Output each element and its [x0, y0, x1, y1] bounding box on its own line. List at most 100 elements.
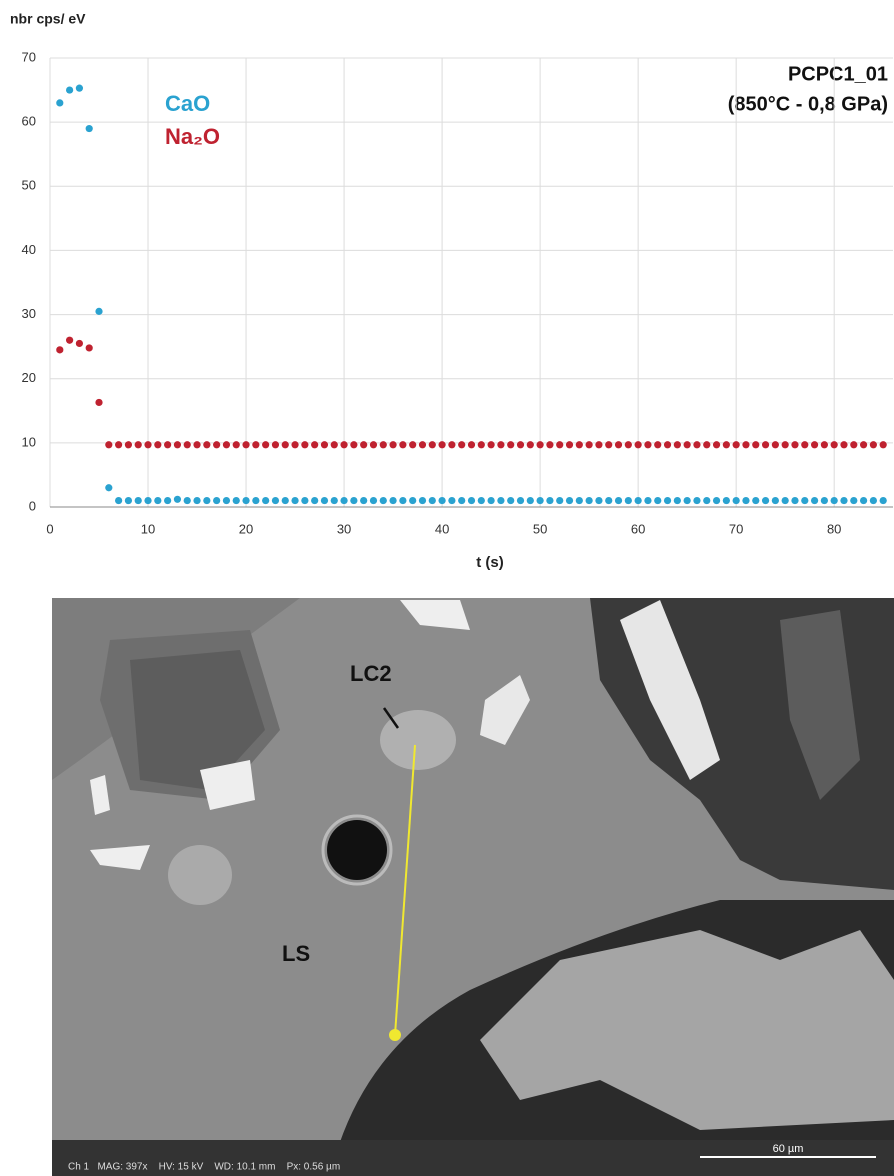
data-point	[477, 496, 485, 505]
data-point	[124, 496, 133, 505]
data-point	[761, 441, 770, 449]
data-point	[830, 441, 838, 449]
data-point	[458, 441, 466, 449]
data-point	[193, 496, 201, 505]
data-point	[311, 441, 319, 449]
data-point	[840, 496, 848, 505]
data-point	[66, 86, 74, 94]
status-text: Ch 1 MAG: 397x HV: 15 kV WD: 10.1 mm Px:…	[68, 1162, 340, 1173]
data-point	[634, 441, 642, 449]
data-point	[428, 441, 436, 449]
data-point	[281, 496, 289, 505]
x-tick-label: 40	[435, 521, 449, 536]
data-point	[115, 441, 123, 449]
data-point	[614, 496, 623, 505]
data-point	[222, 496, 231, 505]
crystal	[90, 775, 110, 815]
scale-label: 60 µm	[773, 1143, 804, 1155]
data-point	[850, 496, 858, 505]
data-point	[252, 496, 260, 505]
data-point	[536, 441, 544, 449]
data-point	[761, 496, 770, 505]
data-point	[467, 496, 476, 505]
data-point	[173, 495, 182, 503]
data-point	[879, 441, 887, 449]
data-point	[340, 441, 348, 449]
data-point	[448, 441, 456, 449]
y-tick-label: 30	[22, 306, 36, 321]
x-tick-label: 30	[337, 521, 351, 536]
data-point	[526, 441, 534, 449]
data-point	[820, 496, 828, 505]
data-point	[565, 496, 574, 505]
data-point	[75, 339, 84, 348]
x-tick-label: 0	[46, 521, 53, 536]
y-tick-label: 70	[22, 49, 36, 64]
data-point	[507, 496, 515, 505]
data-point	[154, 441, 162, 449]
data-point	[820, 441, 828, 449]
data-point	[683, 496, 691, 505]
pointer	[382, 707, 400, 729]
data-point	[115, 496, 123, 505]
data-point	[360, 496, 368, 505]
data-point	[262, 496, 270, 505]
data-point	[693, 441, 701, 449]
data-point	[164, 496, 172, 505]
data-point	[134, 441, 142, 449]
data-point	[575, 441, 583, 449]
data-point	[330, 496, 338, 505]
data-point	[830, 496, 838, 505]
data-point	[810, 496, 819, 505]
data-point	[379, 496, 387, 505]
data-point	[418, 441, 427, 449]
y-tick-label: 50	[22, 178, 36, 193]
image-label: LS	[282, 941, 310, 966]
data-point	[262, 441, 270, 449]
data-point	[56, 346, 64, 354]
data-point	[311, 496, 319, 505]
inclusion	[168, 845, 232, 905]
data-point	[271, 496, 280, 505]
data-point	[487, 496, 495, 505]
data-point	[771, 496, 779, 505]
data-point	[369, 441, 378, 449]
region	[480, 930, 894, 1130]
data-point	[879, 496, 887, 505]
data-point	[624, 496, 632, 505]
data-point	[242, 496, 250, 505]
data-point	[232, 441, 240, 449]
data-point	[654, 441, 662, 449]
data-point	[369, 496, 378, 505]
x-axis-label: t (s)	[476, 554, 504, 571]
data-point	[467, 441, 476, 449]
micrograph: LC2 LS Ch 1 MAG: 397x HV: 15 kV WD: 10.1…	[52, 598, 894, 1176]
data-point	[712, 441, 721, 449]
data-point	[399, 496, 407, 505]
data-point	[595, 496, 603, 505]
data-point	[448, 496, 456, 505]
data-point	[271, 441, 280, 449]
data-point	[291, 496, 299, 505]
data-point	[516, 441, 525, 449]
data-point	[732, 496, 740, 505]
data-point	[105, 484, 113, 492]
profile-end	[389, 1029, 401, 1041]
data-point	[605, 441, 613, 449]
data-point	[183, 496, 191, 505]
data-point	[585, 496, 593, 505]
data-point	[791, 496, 799, 505]
data-point	[801, 441, 809, 449]
data-point	[644, 496, 652, 505]
y-tick-label: 0	[29, 498, 36, 513]
data-point	[605, 496, 613, 505]
data-point	[683, 441, 691, 449]
data-point	[565, 441, 574, 449]
data-point	[66, 336, 74, 344]
data-point	[281, 441, 289, 449]
data-point	[693, 496, 701, 505]
data-point	[105, 441, 113, 449]
data-point	[742, 496, 750, 505]
data-point	[124, 441, 133, 449]
data-point	[634, 496, 642, 505]
